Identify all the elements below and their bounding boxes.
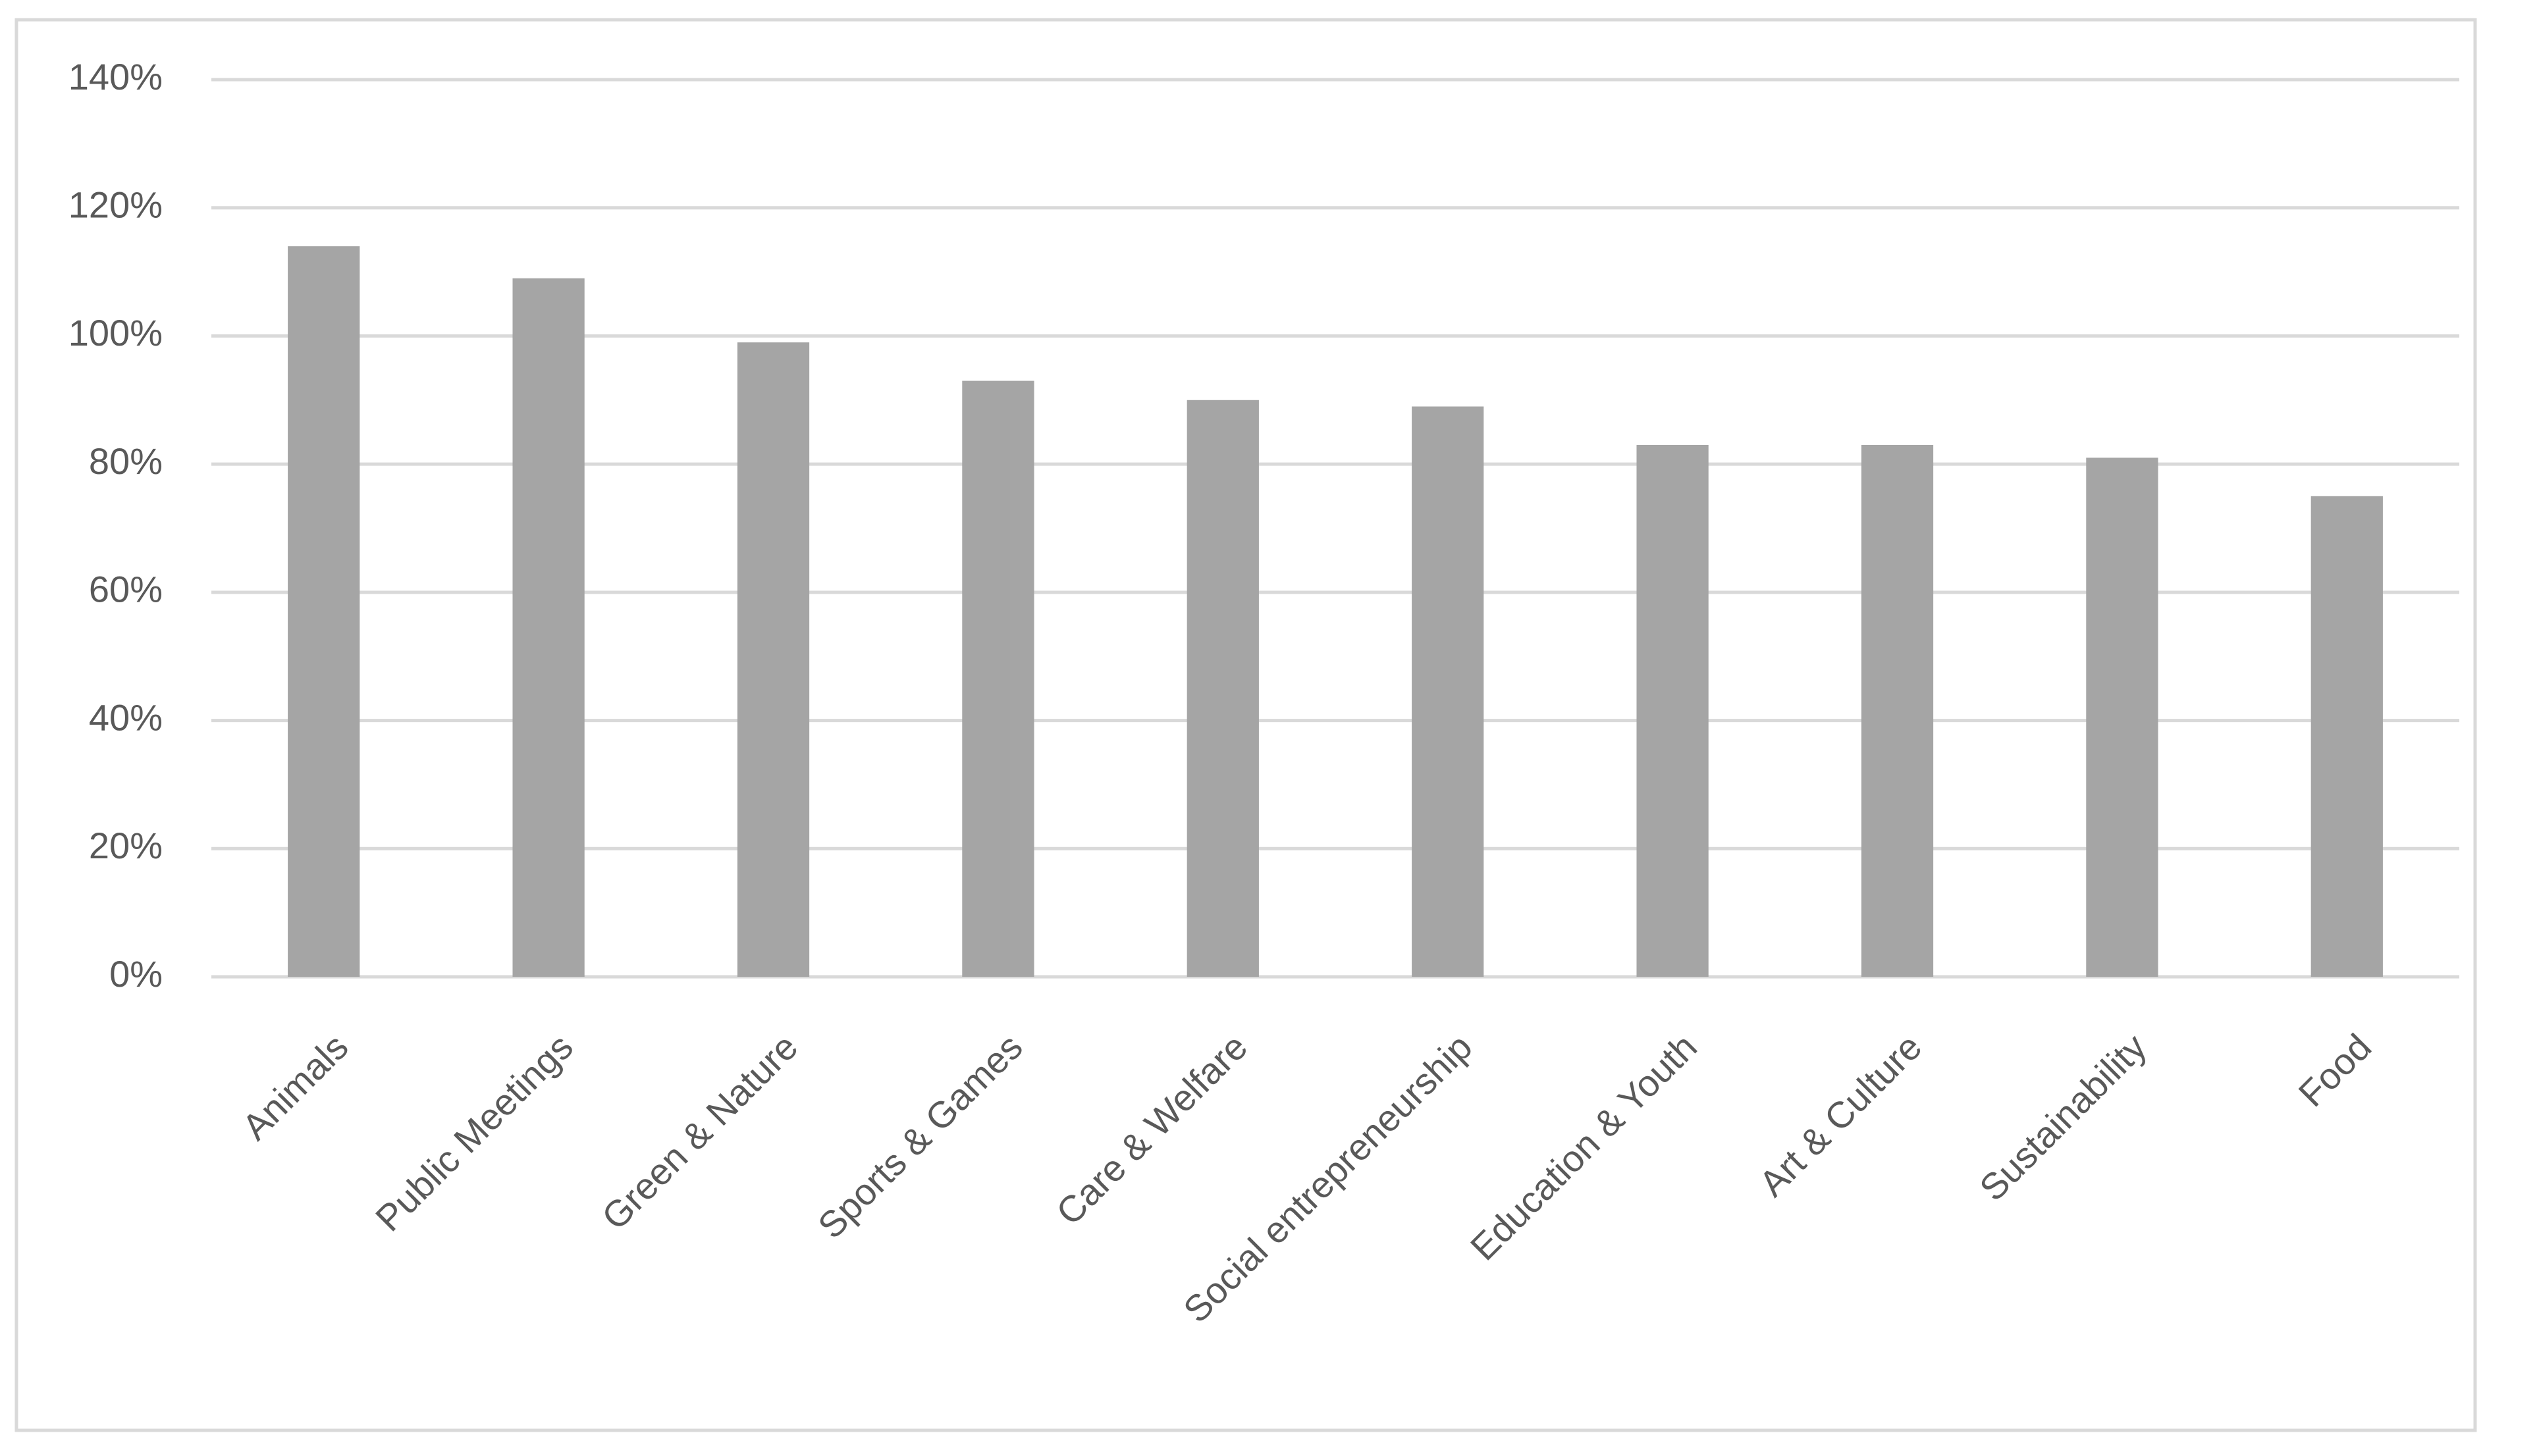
y-tick-label: 40% [89,696,163,738]
bar [512,278,585,977]
bar [1412,406,1484,977]
y-tick-label: 140% [68,56,163,97]
bar [288,246,360,977]
bar [2310,496,2383,977]
y-tick-label: 120% [68,184,163,226]
bar [2086,457,2158,977]
bar [737,342,810,977]
y-tick-label: 80% [89,440,163,482]
bar [1187,400,1259,977]
y-tick-label: 0% [109,953,163,995]
bar [1636,444,1709,977]
y-tick-label: 60% [89,569,163,610]
bar [962,380,1034,977]
y-tick-label: 100% [68,312,163,353]
y-tick-label: 20% [89,825,163,866]
bar [1861,444,1934,977]
